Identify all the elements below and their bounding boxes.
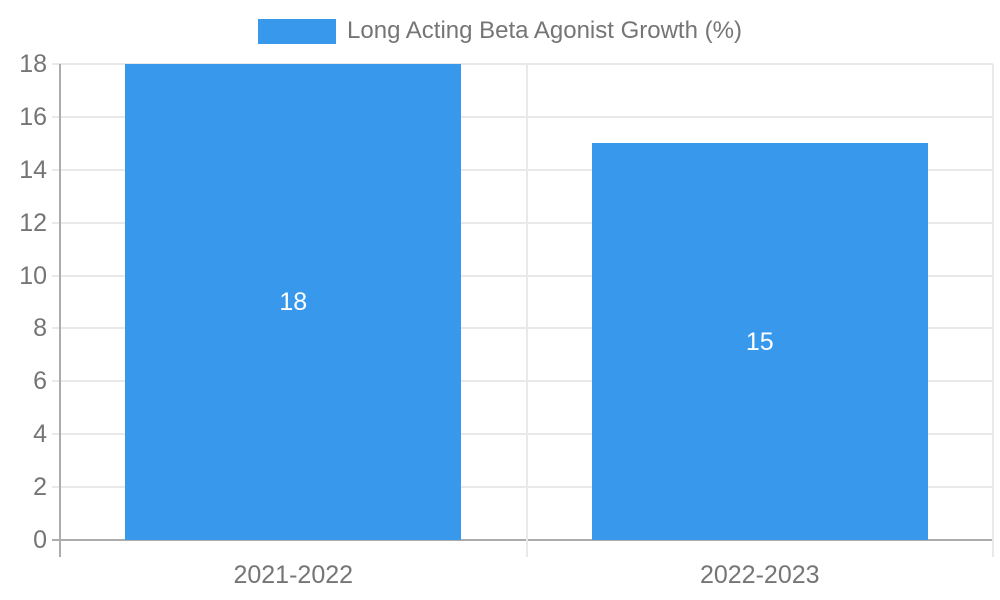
y-axis-tick-label: 2 xyxy=(33,473,47,502)
x-axis-label: 2022-2023 xyxy=(699,561,820,589)
y-axis-tick-label: 8 xyxy=(33,314,47,343)
bar-2021-2022[interactable] xyxy=(125,64,462,540)
y-axis-tick xyxy=(52,380,60,383)
y-axis-line xyxy=(59,64,61,557)
legend-label: Long Acting Beta Agonist Growth (%) xyxy=(347,17,742,44)
bar-value-label: 18 xyxy=(279,288,308,316)
y-axis-tick-label: 14 xyxy=(19,155,47,184)
y-axis-tick-label: 4 xyxy=(33,420,47,449)
category-divider xyxy=(525,64,528,557)
y-axis-tick xyxy=(52,274,60,277)
y-axis-tick xyxy=(52,63,60,65)
y-axis-tick-label: 12 xyxy=(19,208,47,237)
y-axis-tick-label: 0 xyxy=(33,526,47,554)
y-axis-tick xyxy=(52,221,60,224)
y-axis-tick-label: 6 xyxy=(33,367,47,396)
y-axis-tick xyxy=(52,539,60,541)
y-axis-tick xyxy=(52,115,60,118)
bar-value-label: 15 xyxy=(745,327,774,356)
category-divider xyxy=(992,64,994,557)
y-axis-tick xyxy=(52,486,60,489)
y-axis-tick-label: 16 xyxy=(19,102,47,131)
chart-legend[interactable]: Long Acting Beta Agonist Growth (%) xyxy=(0,17,1000,45)
legend-color-swatch-icon xyxy=(258,18,337,44)
y-axis-tick-label: 10 xyxy=(19,261,47,290)
y-axis-tick xyxy=(52,433,60,436)
y-axis-tick-label: 18 xyxy=(19,50,47,78)
y-axis-tick xyxy=(52,327,60,330)
x-axis-label: 2021-2022 xyxy=(233,561,354,589)
y-axis-tick xyxy=(52,168,60,171)
bar-2022-2023[interactable] xyxy=(591,143,928,540)
